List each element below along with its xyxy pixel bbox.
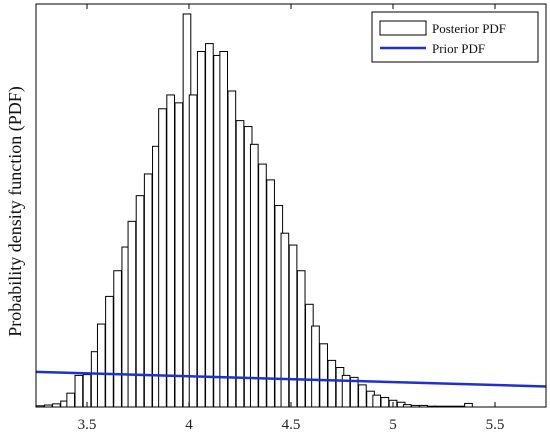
histogram-bar	[127, 220, 137, 408]
x-tick-label: 5	[389, 417, 397, 433]
x-tick-label: 5.5	[486, 417, 505, 433]
legend-swatch-posterior	[379, 20, 427, 36]
histogram-bar	[66, 392, 76, 408]
histogram-bar	[96, 323, 106, 408]
histogram-bar	[258, 163, 267, 408]
posterior-bars	[35, 13, 473, 408]
legend-box	[371, 11, 539, 63]
histogram-bar	[311, 325, 320, 408]
histogram-bar	[188, 94, 198, 408]
histogram-bar	[358, 384, 367, 408]
legend-label-posterior: Posterior PDF	[432, 21, 506, 36]
histogram-bar	[143, 173, 153, 408]
histogram-bar	[266, 179, 275, 408]
histogram-bar	[205, 43, 214, 408]
histogram-bar	[105, 295, 114, 408]
x-tick-label: 4	[185, 417, 193, 433]
x-axis-ticks: 3.5 4 4.5 5 5.5	[78, 4, 505, 433]
prior-line-group	[35, 370, 547, 388]
legend-label-prior: Prior PDF	[432, 41, 485, 56]
histogram-bar	[296, 270, 306, 408]
histogram-bar	[280, 232, 290, 408]
histogram-bar	[74, 374, 84, 408]
histogram-bar	[113, 270, 122, 408]
x-tick-label: 3.5	[78, 417, 97, 433]
histogram-bar	[464, 402, 473, 408]
y-axis-label: Probability density function (PDF)	[5, 86, 26, 337]
histogram-bar	[372, 394, 382, 408]
histogram-bar	[196, 51, 206, 408]
legend: Posterior PDF Prior PDF	[371, 11, 539, 63]
x-tick-label: 4.5	[282, 417, 301, 433]
histogram-bar	[227, 90, 237, 408]
histogram-bar	[235, 120, 245, 408]
histogram-bar	[327, 359, 337, 408]
histogram-bar	[219, 51, 229, 408]
histogram-bar	[166, 94, 175, 408]
histogram-bar	[174, 102, 184, 408]
prior-line	[35, 370, 547, 388]
histogram-bar	[319, 343, 328, 408]
histogram-bar	[158, 108, 167, 408]
histogram-bar	[249, 143, 259, 408]
histogram-bar	[380, 397, 390, 408]
histogram-bar	[288, 244, 298, 408]
